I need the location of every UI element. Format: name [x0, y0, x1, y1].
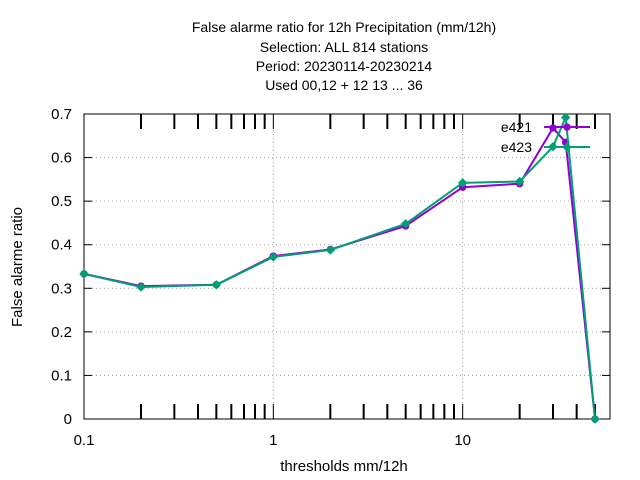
data-point: [514, 176, 525, 187]
y-tick-label: 0: [64, 411, 72, 428]
legend-label: e423: [501, 139, 532, 155]
axes: 00.10.20.30.40.50.60.70.1 1 10: [51, 106, 611, 449]
data-point: [211, 280, 222, 290]
title-line-1: False alarme ratio for 12h Precipitation…: [192, 19, 496, 35]
data-point: [79, 269, 89, 279]
x-tick-label: 0.1: [74, 432, 95, 449]
data-point: [560, 112, 571, 123]
x-axis-label: thresholds mm/12h: [280, 458, 408, 475]
data-point: [325, 245, 336, 255]
plot-frame: [83, 113, 611, 420]
y-tick-label: 0.1: [51, 367, 72, 384]
y-tick-label: 0.7: [51, 106, 72, 123]
legend: e421 e423: [501, 119, 590, 155]
y-axis-label: False alarme ratio: [9, 207, 26, 327]
data-point: [400, 219, 411, 229]
data-point: [136, 282, 146, 292]
y-tick-label: 0.5: [51, 193, 72, 210]
series-e423: [79, 112, 600, 424]
title-line-3: Period: 20230114-20230214: [256, 58, 433, 74]
y-tick-label: 0.4: [51, 237, 72, 254]
series-layer: [79, 112, 600, 424]
y-tick-label: 0.3: [51, 280, 72, 297]
legend-marker: [562, 142, 572, 152]
x-tick-label: 10: [454, 432, 471, 449]
y-tick-label: 0.6: [51, 150, 72, 167]
legend-label: e421: [501, 119, 532, 135]
grid: [84, 114, 610, 419]
series-e421: [80, 124, 599, 423]
y-tick-label: 0.2: [51, 324, 72, 341]
data-point: [590, 414, 600, 424]
series-line: [83, 116, 597, 420]
chart-title: False alarme ratio for 12h Precipitation…: [192, 19, 496, 93]
title-line-4: Used 00,12 + 12 13 ... 36: [265, 77, 423, 93]
data-point: [457, 178, 468, 188]
legend-marker: [563, 123, 571, 131]
data-point: [268, 252, 279, 262]
title-line-2: Selection: ALL 814 stations: [260, 39, 428, 55]
x-tick-label: 1: [269, 432, 277, 449]
